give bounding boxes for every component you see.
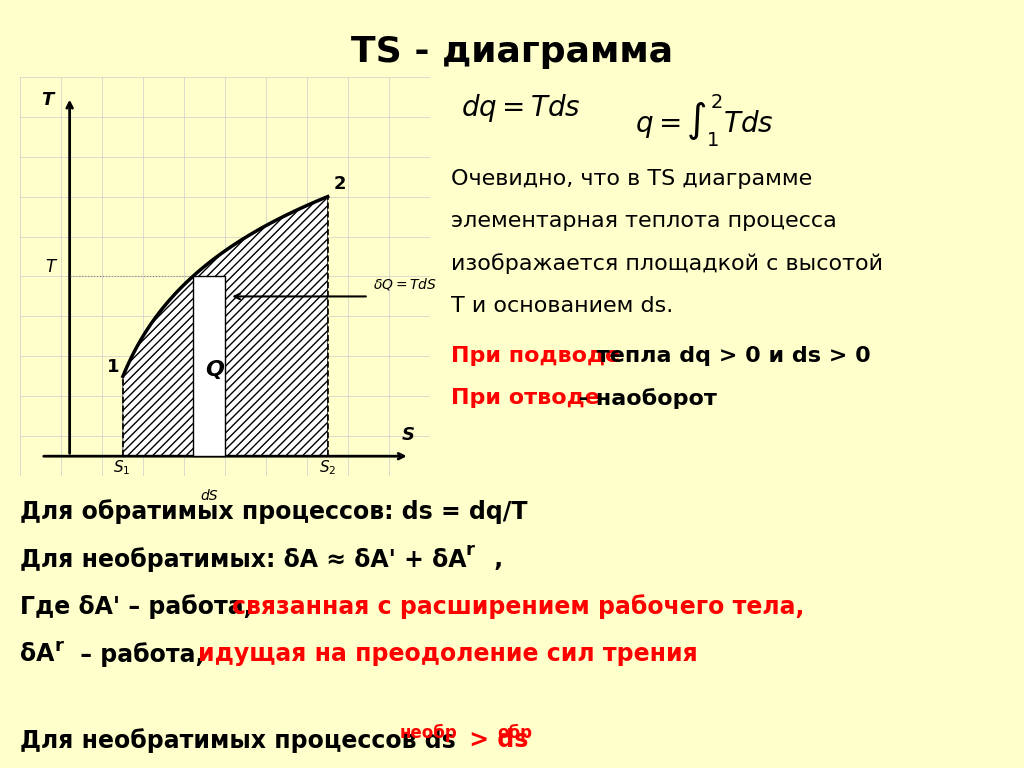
- Text: Для необратимых: δA ≈ δA' + δA: Для необратимых: δA ≈ δA' + δA: [20, 547, 467, 571]
- Text: идущая на преодоление сил трения: идущая на преодоление сил трения: [198, 642, 697, 666]
- Text: ,: ,: [486, 547, 504, 571]
- Text: $dq = Tds$: $dq = Tds$: [461, 92, 581, 124]
- Text: δA: δA: [20, 642, 55, 666]
- Text: $S_1$: $S_1$: [113, 458, 130, 477]
- Text: r: r: [466, 541, 475, 559]
- Text: изображается площадкой с высотой: изображается площадкой с высотой: [451, 253, 883, 274]
- Text: r: r: [54, 637, 63, 654]
- Text: тепла dq > 0 и ds > 0: тепла dq > 0 и ds > 0: [589, 346, 870, 366]
- Text: $q = \int_1^2 Tds$: $q = \int_1^2 Tds$: [635, 92, 773, 149]
- Text: 2: 2: [334, 174, 346, 193]
- Text: T: T: [45, 259, 55, 276]
- Text: Очевидно, что в TS диаграмме: Очевидно, что в TS диаграмме: [451, 169, 812, 189]
- Text: При подводе: При подводе: [451, 346, 620, 366]
- Text: необр: необр: [399, 724, 457, 742]
- Text: связанная с расширением рабочего тела,: связанная с расширением рабочего тела,: [232, 594, 805, 619]
- Text: $S_2$: $S_2$: [319, 458, 337, 477]
- Text: $\delta Q = TdS$: $\delta Q = TdS$: [373, 276, 437, 292]
- Text: - наоборот: - наоборот: [571, 388, 717, 409]
- Text: Q: Q: [205, 360, 223, 380]
- Text: – работа,: – работа,: [72, 642, 212, 667]
- Text: элементарная теплота процесса: элементарная теплота процесса: [451, 211, 837, 231]
- Text: > ds: > ds: [461, 728, 528, 752]
- Text: При отводе: При отводе: [451, 388, 599, 408]
- Text: обр: обр: [498, 724, 532, 742]
- Text: Для необратимых процессов ds: Для необратимых процессов ds: [20, 728, 457, 753]
- Text: Для обратимых процессов: ds = dq/T: Для обратимых процессов: ds = dq/T: [20, 499, 528, 524]
- Text: Где δA' – работа,: Где δA' – работа,: [20, 594, 261, 619]
- Text: T: T: [41, 91, 53, 109]
- Text: 1: 1: [106, 359, 119, 376]
- Text: S: S: [401, 426, 415, 444]
- Text: TS - диаграмма: TS - диаграмма: [351, 35, 673, 68]
- Text: Т и основанием ds.: Т и основанием ds.: [451, 296, 673, 316]
- Bar: [193, 276, 225, 456]
- Text: dS: dS: [201, 489, 218, 503]
